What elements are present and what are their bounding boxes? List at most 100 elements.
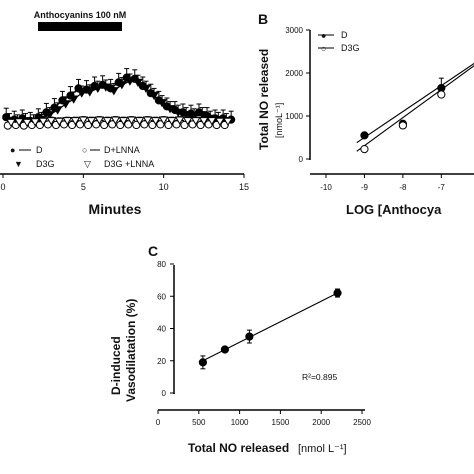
panel-a-point: [6, 118, 16, 128]
panel-c-series: [198, 288, 342, 370]
panel-a-point: [173, 108, 184, 117]
panel-b-y-tick-label: 2000: [285, 69, 303, 78]
panel-a-point: [156, 120, 165, 129]
panel-b-y-unit: [nmoL⁻¹]: [274, 103, 284, 138]
panel-b-legend: ● D ○ D3G: [318, 30, 360, 54]
panel-a-point: [190, 117, 201, 126]
treatment-bar: [38, 22, 122, 31]
panel-b-y-tick-label: 3000: [285, 26, 303, 35]
panel-a-point: [132, 120, 141, 130]
panel-a-point: [76, 89, 87, 98]
panel-b-y-tick-label: 0: [299, 155, 304, 164]
panel-c-letter: C: [148, 243, 158, 259]
panel-a-point: [134, 117, 145, 126]
panel-a-point: [198, 117, 209, 126]
panel-a-point: [110, 116, 121, 125]
legend-item-d3g-lnna: ▽ D3G +LNNA: [84, 159, 154, 169]
panel-a-point: [166, 117, 177, 126]
panel-c-x-unit: [nmol L⁻¹]: [298, 443, 347, 455]
panel-c-point: [220, 345, 230, 354]
panel-a-point: [100, 120, 109, 130]
panel-c-y-tick-label: 60: [157, 292, 166, 301]
panel-b-point: [360, 145, 369, 154]
panel-a-point: [158, 116, 169, 125]
panel-b-series: [356, 62, 474, 154]
panel-a-point: [189, 112, 200, 121]
legend-label-d-lnna: D+LNNA: [104, 145, 140, 155]
panel-a-point: [76, 120, 85, 129]
panel-c-y-label-line2: Vasodilatation (%): [124, 299, 138, 402]
panel-a-point: [118, 117, 129, 126]
panel-a-point: [102, 117, 113, 126]
panel-c-y-tick-label: 20: [157, 357, 166, 366]
panel-c-x-tick-label: 500: [192, 418, 206, 427]
legend-item-d-lnna: ○ D+LNNA: [82, 145, 140, 155]
panel-a-point: [52, 106, 63, 115]
panel-a-point: [181, 111, 192, 120]
panel-a-point: [142, 116, 153, 125]
panel-b-x-tick-label: -7: [438, 183, 446, 192]
panel-a-point: [44, 111, 55, 120]
panel-a-point: [125, 77, 135, 86]
panel-c-x-ticks: 0 500 1000 1500 2000 2500: [156, 410, 371, 427]
legend-label-d3g-lnna: D3G +LNNA: [104, 159, 154, 169]
panel-a-point: [197, 111, 208, 120]
panel-a-point: [180, 120, 189, 130]
panel-a-point: [38, 117, 49, 126]
legend-label-b-d: D: [341, 30, 348, 40]
panel-a-x-label: Minutes: [89, 201, 142, 217]
legend-marker-d: ●: [10, 145, 15, 155]
panel-c-x-tick-label: 0: [156, 418, 161, 427]
legend-marker-d3g: ▼: [14, 159, 23, 169]
panel-c-x-label: Total NO released: [188, 441, 289, 455]
panel-b-x-ticks: -10 -9 -8 -7: [320, 174, 445, 192]
panel-c-x-tick-label: 1000: [231, 418, 249, 427]
panel-a-point: [100, 83, 111, 92]
panel-a-point: [149, 91, 159, 101]
r-squared-annotation: R²=0.895: [302, 372, 337, 382]
panel-a-point: [157, 99, 167, 108]
panel-a-point: [165, 105, 175, 114]
panel-a-point: [206, 117, 217, 126]
treatment-label: Anthocyanins 100 nM: [34, 10, 127, 20]
panel-a-point: [126, 116, 137, 125]
panel-b-fit-line-1: [356, 65, 474, 152]
panel-a-point: [150, 117, 161, 126]
panel-a-point: [108, 87, 119, 96]
legend-label-d: D: [36, 145, 43, 155]
panel-b-y-label: Total NO released: [257, 49, 271, 150]
panel-a-point: [62, 117, 73, 126]
panel-a-point: [30, 118, 41, 127]
panel-a-point: [70, 117, 81, 126]
panel-a-point: [60, 100, 71, 109]
panel-a-point: [116, 120, 125, 130]
panel-a-point: [84, 88, 95, 97]
panel-c-y-tick-label: 0: [162, 389, 167, 398]
panel-a-point: [54, 117, 65, 126]
panel-a-point: [94, 116, 105, 125]
panel-a-x-ticks: 0 5 10 15: [0, 174, 249, 192]
panel-a-point: [174, 116, 185, 125]
legend-marker-b-d: ●: [321, 31, 326, 41]
panel-a-x-tick-label: 10: [159, 182, 169, 192]
panel-b-x-tick-label: -9: [361, 183, 369, 192]
legend-item-d3g: ▼ D3G: [14, 159, 55, 169]
legend-item-b-d: ● D: [318, 30, 348, 41]
panel-a-series: [2, 68, 236, 130]
panel-c-x-tick-label: 2000: [312, 418, 330, 427]
legend-marker-d3g-lnna: ▽: [84, 159, 91, 169]
panel-a: Anthocyanins 100 nM 0 5 10 15 Minutes ● D ▼…: [0, 10, 249, 217]
legend-marker-d-lnna: ○: [82, 145, 87, 155]
panel-a-point: [223, 117, 233, 126]
panel-b-point: [437, 90, 446, 99]
panel-a-point: [117, 81, 127, 90]
legend-label-b-d3g: D3G: [341, 43, 360, 53]
panel-a-point: [68, 95, 79, 104]
panel-a-point: [215, 117, 225, 126]
panel-a-point: [133, 78, 143, 87]
panel-a-point: [22, 118, 32, 128]
panel-c-point: [333, 288, 342, 298]
legend-marker-b-d3g: ○: [321, 44, 326, 54]
panel-a-x-tick-label: 15: [239, 182, 249, 192]
panel-b-x-tick-label: -8: [399, 183, 407, 192]
